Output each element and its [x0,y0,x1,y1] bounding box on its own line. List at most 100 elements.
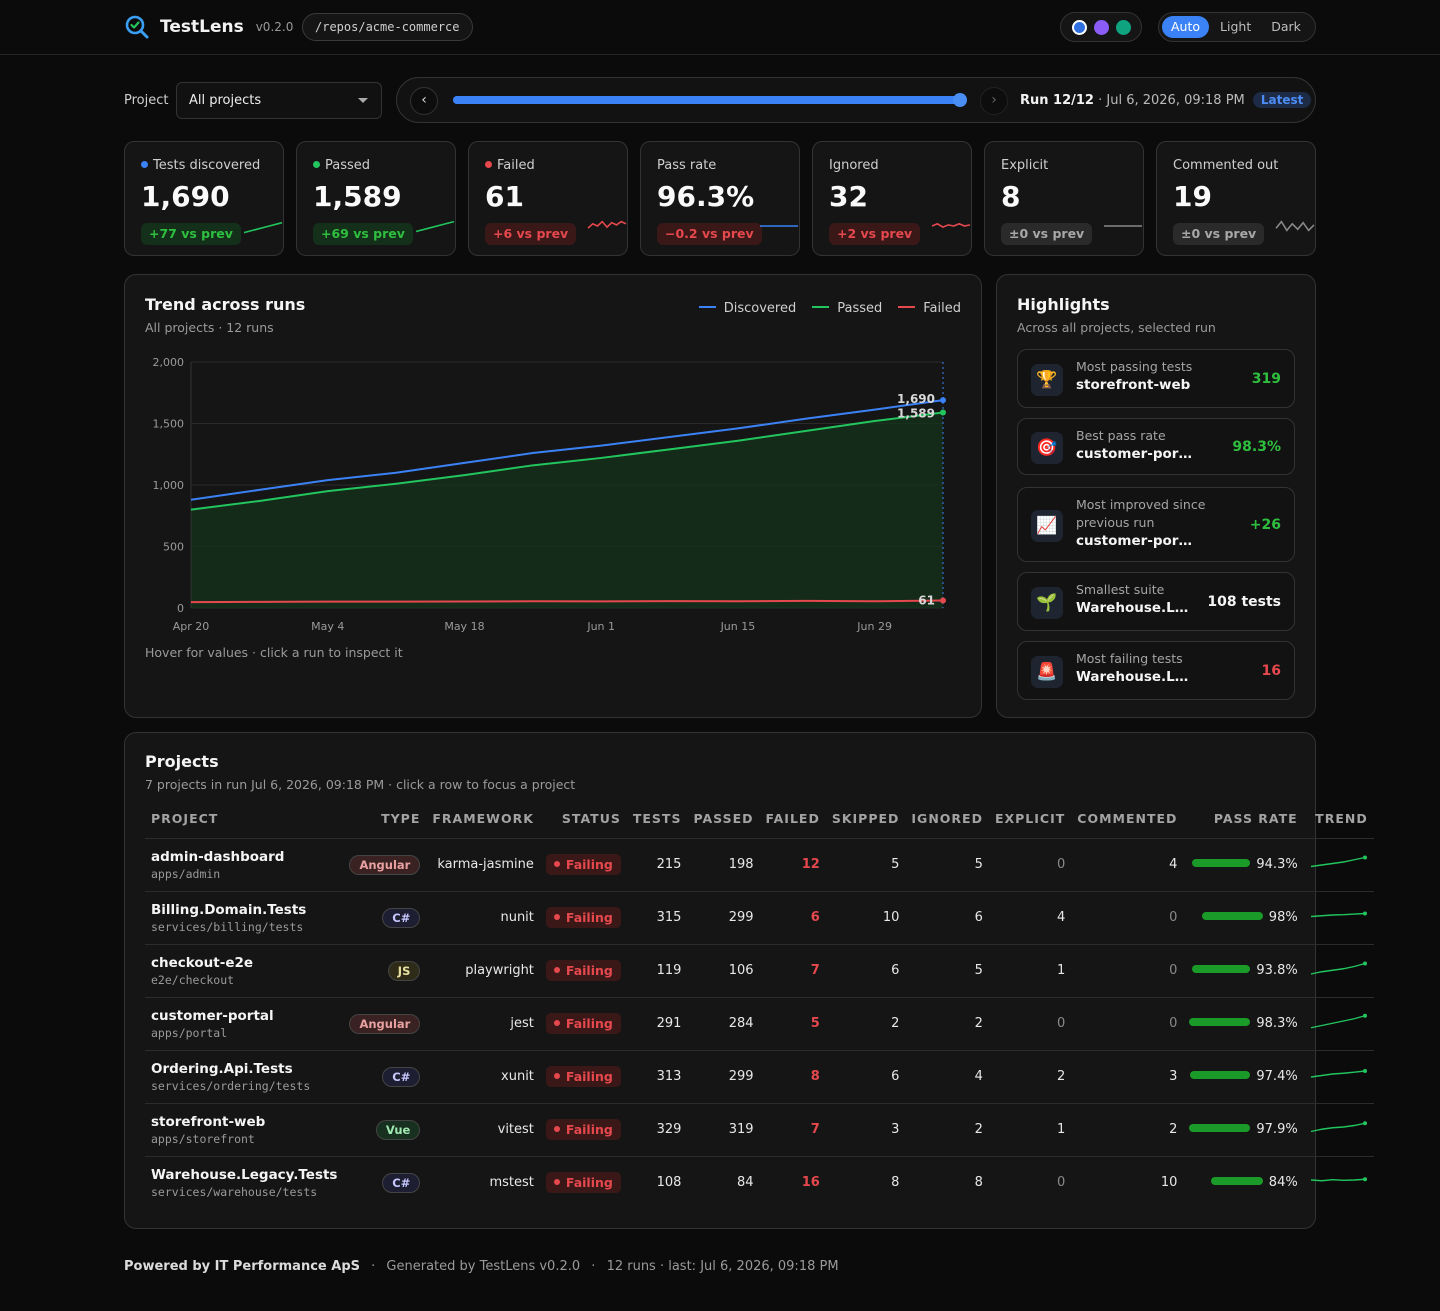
brand[interactable]: TestLens v0.2.0 [124,14,293,40]
type-badge: Vue [375,1119,421,1140]
row-sparkline [1310,961,1367,975]
passed-area [191,412,943,608]
legend-item-passed[interactable]: Passed [812,301,882,316]
accent-swatch[interactable] [1115,19,1131,35]
run-info: Run 12/12 · Jul 6, 2026, 09:18 PM Latest [1020,92,1312,108]
tests-cell: 315 [626,891,688,945]
run-slider-thumb[interactable] [953,93,967,107]
theme-option-light[interactable]: Light [1220,19,1252,34]
column-header-type[interactable]: TYPE [343,800,427,839]
column-header-tests[interactable]: TESTS [626,800,688,839]
highlights-card: Highlights Across all projects, selected… [996,274,1316,718]
explicit-cell: 0 [988,838,1072,892]
stat-label: Explicit [1001,158,1048,173]
stat-label-text: Tests discovered [153,158,261,173]
stat-card[interactable]: Failed 61 +6 vs prev [468,141,628,256]
prev-run-button[interactable]: ‹ [410,87,438,115]
y-tick-label: 1,500 [153,418,185,431]
sparkline [931,222,971,228]
stat-label: Tests discovered [141,158,260,173]
projects-title: Projects [145,752,219,771]
row-sparkline [1310,1120,1367,1132]
theme-toggle[interactable]: Auto Light Dark [1158,12,1316,42]
highlight-item[interactable]: 🚨 Most failing tests Warehouse.Legacy.Test… [1017,641,1295,700]
stat-card[interactable]: Commented out 19 ±0 vs prev [1156,141,1316,256]
table-row[interactable]: admin-dashboard apps/admin Angular karma-ja… [145,838,1374,892]
theme-option-auto[interactable]: Auto [1162,16,1210,38]
stat-label-text: Failed [497,158,535,173]
ignored-cell: 2 [905,997,989,1051]
type-badge: C# [382,1066,421,1087]
status-dot-icon [553,861,560,867]
trend-legend: Discovered Passed Failed [698,301,961,316]
skipped-cell: 3 [825,1103,906,1157]
column-header-passed[interactable]: PASSED [687,800,760,839]
legend-item-discovered[interactable]: Discovered [698,301,796,316]
stat-card[interactable]: Ignored 32 +2 vs prev [812,141,972,256]
row-sparkline [1310,1177,1367,1182]
trend-chart[interactable]: 0 500 1,000 1,500 2,000 Apr 20 May 4 May 18 Jun … [125,350,983,640]
highlight-label: Most failing tests [1076,651,1183,666]
type-cell: Angular [343,997,427,1051]
stat-card[interactable]: Passed 1,589 +69 vs prev [296,141,456,256]
data-point[interactable] [940,409,946,416]
project-filter-label: Project [124,93,169,108]
stat-card[interactable]: Tests discovered 1,690 +77 vs prev [124,141,284,256]
table-row[interactable]: Ordering.Api.Tests services/ordering/test… [145,1050,1374,1104]
ignored-cell: 5 [905,838,989,892]
column-header-skipped[interactable]: SKIPPED [825,800,906,839]
table-row[interactable]: Warehouse.Legacy.Tests services/warehouse… [145,1156,1374,1209]
project-select[interactable]: All projects [176,82,382,119]
sparkline [415,220,455,233]
column-header-explicit[interactable]: EXPLICIT [988,800,1072,839]
failed-cell: 12 [759,838,826,892]
failed-cell: 16 [801,1175,820,1191]
column-header-framework[interactable]: FRAMEWORK [426,800,540,839]
stat-card[interactable]: Pass rate 96.3% −0.2 vs prev [640,141,800,256]
column-header-trend[interactable]: TREND [1303,800,1374,839]
table-row[interactable]: storefront-web apps/storefront Vue vitest Fa… [145,1103,1374,1157]
status-dot-icon [141,161,148,168]
project-name: Billing.Domain.Tests [151,901,307,918]
column-header-failed[interactable]: FAILED [759,800,826,839]
next-run-button[interactable]: › [980,87,1008,115]
passed-cell: 319 [687,1103,760,1157]
sparkline [587,220,627,229]
status-dot-icon [485,161,492,168]
data-point[interactable] [940,397,946,404]
column-header-commented[interactable]: COMMENTED [1071,800,1184,839]
ignored-cell: 5 [905,944,989,998]
column-header-pass-rate[interactable]: PASS RATE [1183,800,1304,839]
table-row[interactable]: checkout-e2e e2e/checkout JS playwright Fail… [145,944,1374,998]
stat-value: 1,589 [313,180,402,213]
stat-card[interactable]: Explicit 8 ±0 vs prev [984,141,1144,256]
failed-cell: 7 [759,944,826,998]
column-header-project[interactable]: PROJECT [145,800,344,839]
pass-rate-cell: 84% [1183,1156,1303,1209]
ignored-cell: 6 [905,891,989,945]
stat-label-text: Explicit [1001,158,1049,173]
highlight-item[interactable]: 🌱 Smallest suite Warehouse.Legacy.Tests 108… [1017,572,1295,631]
column-header-ignored[interactable]: IGNORED [905,800,989,839]
theme-option-dark[interactable]: Dark [1271,19,1301,34]
status-badge: Failing [545,854,621,875]
highlight-item[interactable]: 🎯 Best pass rate customer-portal 98.3% [1017,418,1295,475]
chart-increasing-icon: 📈 [1031,509,1063,542]
run-label: Run 12/12 [1020,93,1094,108]
status-text: Failing [565,963,613,978]
data-point[interactable] [940,597,946,604]
sparkline-end-dot [1362,1068,1367,1073]
accent-swatch[interactable] [1093,19,1109,35]
accent-swatch[interactable] [1071,19,1087,35]
table-row[interactable]: Billing.Domain.Tests services/billing/tes… [145,891,1374,945]
column-header-status[interactable]: STATUS [539,800,627,839]
legend-item-failed[interactable]: Failed [898,301,961,316]
highlight-item[interactable]: 📈 Most improved since previous run custome… [1017,487,1295,562]
repo-path-pill[interactable]: /repos/acme-commerce [302,13,473,41]
highlight-item[interactable]: 🏆 Most passing tests storefront-web 319 [1017,349,1295,408]
table-row[interactable]: customer-portal apps/portal Angular jest Fai… [145,997,1374,1051]
project-name: Ordering.Api.Tests [151,1060,293,1077]
pass-rate-bar [1192,965,1251,973]
run-slider-track[interactable] [453,96,961,104]
passed-cell: 106 [687,944,760,998]
